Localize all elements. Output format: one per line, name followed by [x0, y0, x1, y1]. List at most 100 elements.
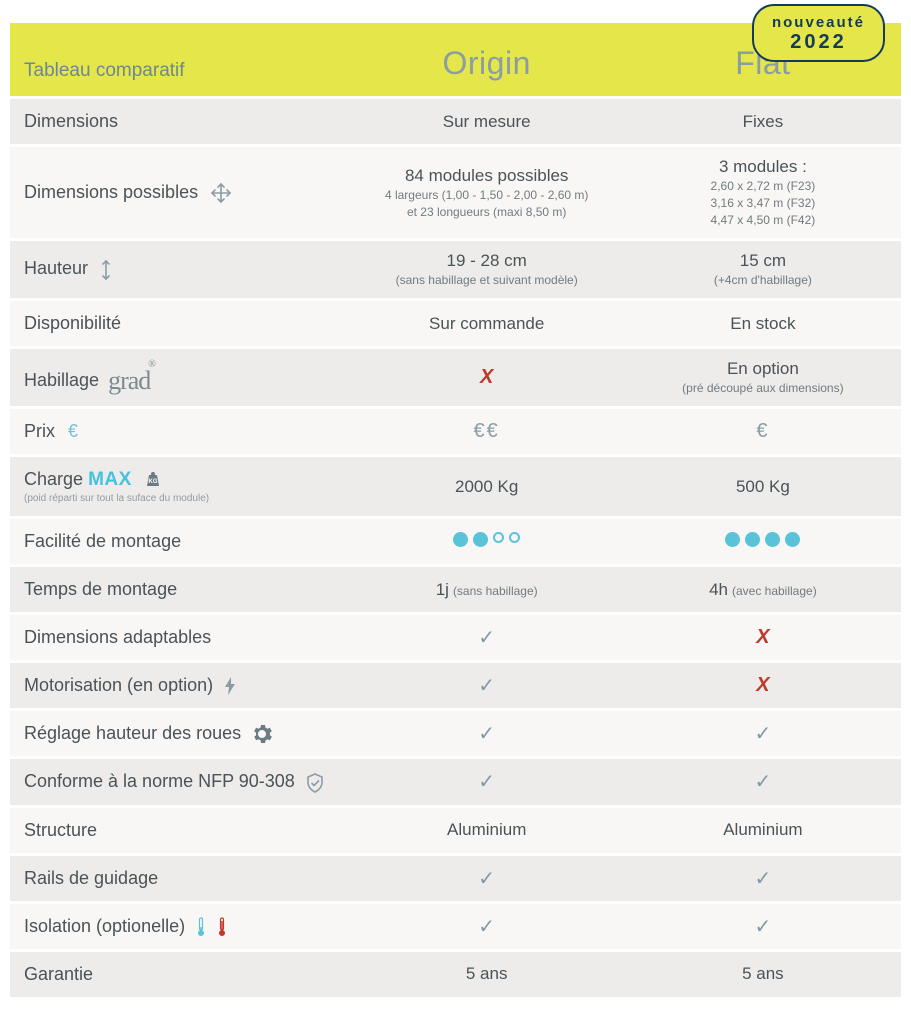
dot-empty-icon: [509, 532, 520, 543]
flat-facilite: [625, 519, 901, 564]
flat-structure: Aluminium: [625, 808, 901, 853]
row-norme: Conforme à la norme NFP 90-308 ✓ ✓: [10, 759, 901, 804]
flat-norme: ✓: [625, 759, 901, 804]
label-charge: Charge MAX KG (poid réparti sur tout la …: [10, 457, 349, 516]
check-icon: ✓: [755, 868, 772, 890]
origin-reglage: ✓: [349, 711, 625, 756]
label-temps: Temps de montage: [10, 567, 349, 612]
thermometer-hot-icon: [217, 917, 227, 937]
label-isolation: Isolation (optionelle): [10, 904, 349, 949]
dot-filled-icon: [473, 532, 488, 547]
flat-charge: 500 Kg: [625, 457, 901, 516]
flat-dispo: En stock: [625, 301, 901, 346]
row-temps: Temps de montage 1j(sans habillage) 4h(a…: [10, 567, 901, 612]
check-icon: ✓: [478, 771, 495, 793]
row-dispo: Disponibilité Sur commande En stock: [10, 301, 901, 346]
row-hauteur: Hauteur 19 - 28 cm (sans habillage et su…: [10, 241, 901, 298]
flat-dimensions: Fixes: [625, 99, 901, 144]
badge-line2: 2022: [772, 31, 865, 54]
row-habillage: Habillage grad® X En option (pré découpé…: [10, 349, 901, 406]
check-icon: ✓: [755, 771, 772, 793]
label-habillage: Habillage grad®: [10, 349, 349, 406]
label-prix: Prix €: [10, 409, 349, 454]
origin-garantie: 5 ans: [349, 952, 625, 997]
flat-prix: €: [625, 409, 901, 454]
row-garantie: Garantie 5 ans 5 ans: [10, 952, 901, 997]
check-icon: ✓: [755, 723, 772, 745]
row-dimensions: Dimensions Sur mesure Fixes: [10, 99, 901, 144]
origin-isolation: ✓: [349, 904, 625, 949]
row-motorisation: Motorisation (en option) ✓ X: [10, 663, 901, 708]
column-origin: Origin: [349, 23, 625, 96]
flat-isolation: ✓: [625, 904, 901, 949]
label-hauteur: Hauteur: [10, 241, 349, 298]
label-dim-possibles: Dimensions possibles: [10, 147, 349, 238]
dot-filled-icon: [453, 532, 468, 547]
row-charge: Charge MAX KG (poid réparti sur tout la …: [10, 457, 901, 516]
origin-hauteur: 19 - 28 cm (sans habillage et suivant mo…: [349, 241, 625, 298]
check-icon: ✓: [478, 868, 495, 890]
row-dim-possibles: Dimensions possibles 84 modules possible…: [10, 147, 901, 238]
dot-filled-icon: [765, 532, 780, 547]
euro-icon: €: [68, 421, 78, 441]
dot-filled-icon: [785, 532, 800, 547]
label-garantie: Garantie: [10, 952, 349, 997]
label-motorisation: Motorisation (en option): [10, 663, 349, 708]
label-facilite: Facilité de montage: [10, 519, 349, 564]
thermometer-cold-icon: [196, 917, 206, 937]
check-icon: ✓: [755, 916, 772, 938]
svg-text:KG: KG: [148, 479, 157, 485]
check-icon: ✓: [478, 723, 495, 745]
flat-garantie: 5 ans: [625, 952, 901, 997]
origin-prix: €€: [349, 409, 625, 454]
x-icon: X: [480, 366, 493, 388]
origin-dim-possibles: 84 modules possibles 4 largeurs (1,00 - …: [349, 147, 625, 238]
origin-habillage: X: [349, 349, 625, 406]
label-norme: Conforme à la norme NFP 90-308: [10, 759, 349, 804]
label-dispo: Disponibilité: [10, 301, 349, 346]
x-icon: X: [756, 674, 769, 696]
origin-motorisation: ✓: [349, 663, 625, 708]
row-facilite: Facilité de montage: [10, 519, 901, 564]
origin-charge: 2000 Kg: [349, 457, 625, 516]
label-rails: Rails de guidage: [10, 856, 349, 901]
new-badge: nouveauté 2022: [752, 4, 885, 62]
origin-structure: Aluminium: [349, 808, 625, 853]
origin-temps: 1j(sans habillage): [349, 567, 625, 612]
row-adaptables: Dimensions adaptables ✓ X: [10, 615, 901, 660]
shield-icon: [306, 773, 324, 793]
label-adaptables: Dimensions adaptables: [10, 615, 349, 660]
flat-motorisation: X: [625, 663, 901, 708]
check-icon: ✓: [478, 675, 495, 697]
badge-line1: nouveauté: [772, 14, 865, 31]
weight-icon: KG: [143, 470, 163, 490]
origin-adaptables: ✓: [349, 615, 625, 660]
flat-hauteur: 15 cm (+4cm d'habillage): [625, 241, 901, 298]
label-structure: Structure: [10, 808, 349, 853]
dot-filled-icon: [745, 532, 760, 547]
row-structure: Structure Aluminium Aluminium: [10, 808, 901, 853]
check-icon: ✓: [478, 916, 495, 938]
row-prix: Prix € €€ €: [10, 409, 901, 454]
flat-rails: ✓: [625, 856, 901, 901]
flat-habillage: En option (pré découpé aux dimensions): [625, 349, 901, 406]
flat-reglage: ✓: [625, 711, 901, 756]
dot-empty-icon: [493, 532, 504, 543]
origin-dimensions: Sur mesure: [349, 99, 625, 144]
label-dimensions: Dimensions: [10, 99, 349, 144]
label-reglage: Réglage hauteur des roues: [10, 711, 349, 756]
origin-dispo: Sur commande: [349, 301, 625, 346]
origin-rails: ✓: [349, 856, 625, 901]
origin-facilite: [349, 519, 625, 564]
check-icon: ✓: [478, 627, 495, 649]
arrows-icon: [209, 181, 233, 205]
comparison-table: Tableau comparatif Origin Flat Dimension…: [10, 20, 901, 1000]
flat-adaptables: X: [625, 615, 901, 660]
max-label: MAX: [88, 469, 132, 490]
x-icon: X: [756, 626, 769, 648]
height-icon: [99, 259, 113, 281]
bolt-icon: [224, 677, 236, 695]
origin-norme: ✓: [349, 759, 625, 804]
flat-dim-possibles: 3 modules : 2,60 x 2,72 m (F23) 3,16 x 3…: [625, 147, 901, 238]
gear-icon: [252, 724, 272, 744]
